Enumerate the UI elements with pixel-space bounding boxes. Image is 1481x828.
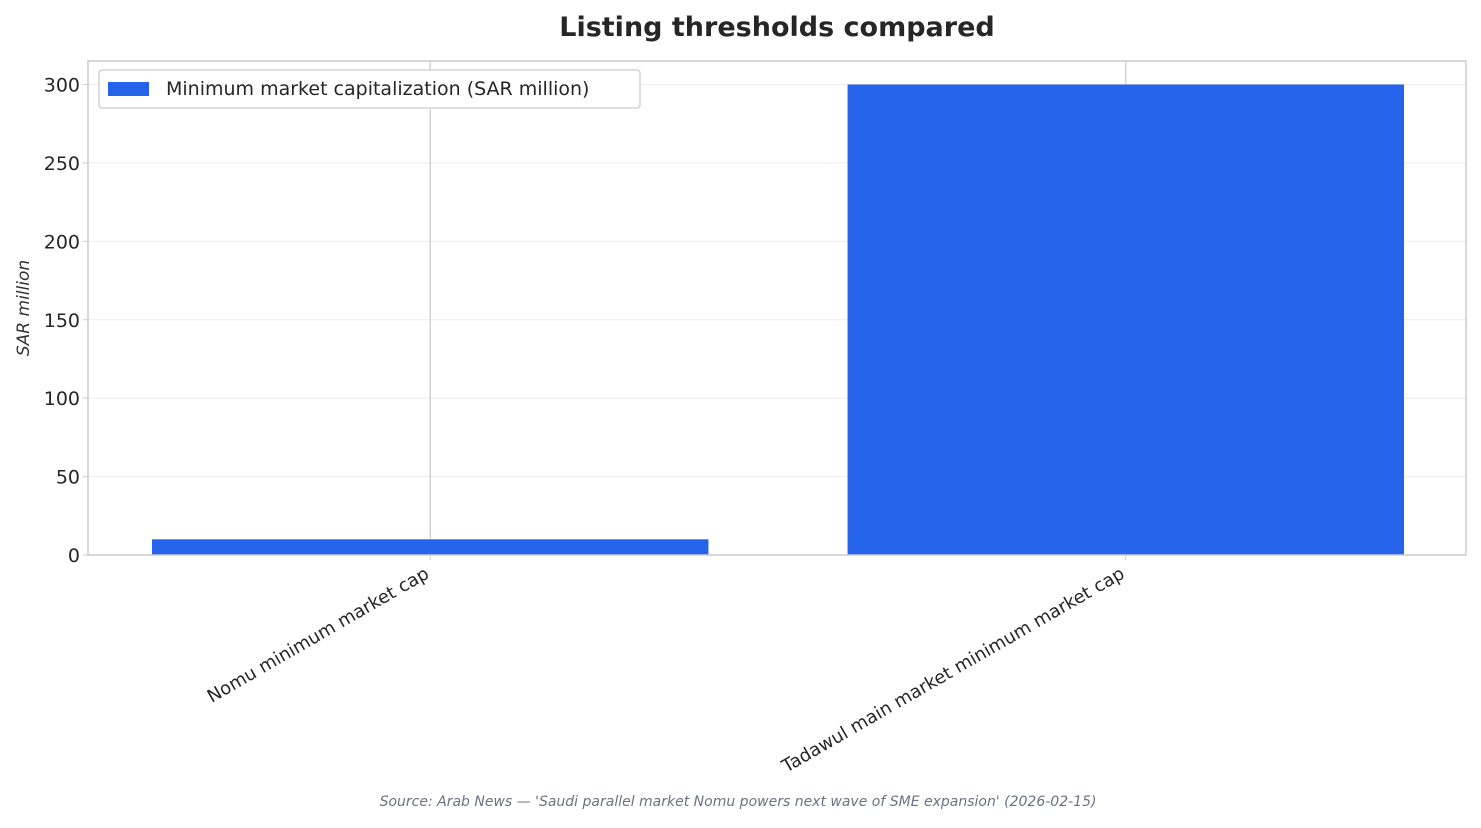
y-tick-label: 200 xyxy=(44,231,80,253)
y-tick-label: 300 xyxy=(44,75,80,97)
legend: Minimum market capitalization (SAR milli… xyxy=(98,69,641,109)
y-tick-label: 250 xyxy=(44,153,80,175)
legend-label: Minimum market capitalization (SAR milli… xyxy=(166,78,589,100)
plot-frame xyxy=(87,60,1467,556)
source-note: Source: Arab News — 'Saudi parallel mark… xyxy=(380,794,1097,810)
y-tick-label: 150 xyxy=(44,310,80,332)
chart-title: Listing thresholds compared xyxy=(559,12,994,43)
bar xyxy=(152,539,709,555)
bars xyxy=(152,84,1404,556)
y-tick-label: 100 xyxy=(44,388,80,410)
y-axis-ticks: 0 50 100 150 200 250 300 xyxy=(44,75,88,567)
legend-swatch xyxy=(108,82,149,96)
legend-box xyxy=(98,69,641,109)
y-axis-label: SAR million xyxy=(14,260,34,356)
bar xyxy=(847,84,1404,556)
y-tick-label: 0 xyxy=(68,545,80,567)
y-tick-label: 50 xyxy=(56,467,80,489)
